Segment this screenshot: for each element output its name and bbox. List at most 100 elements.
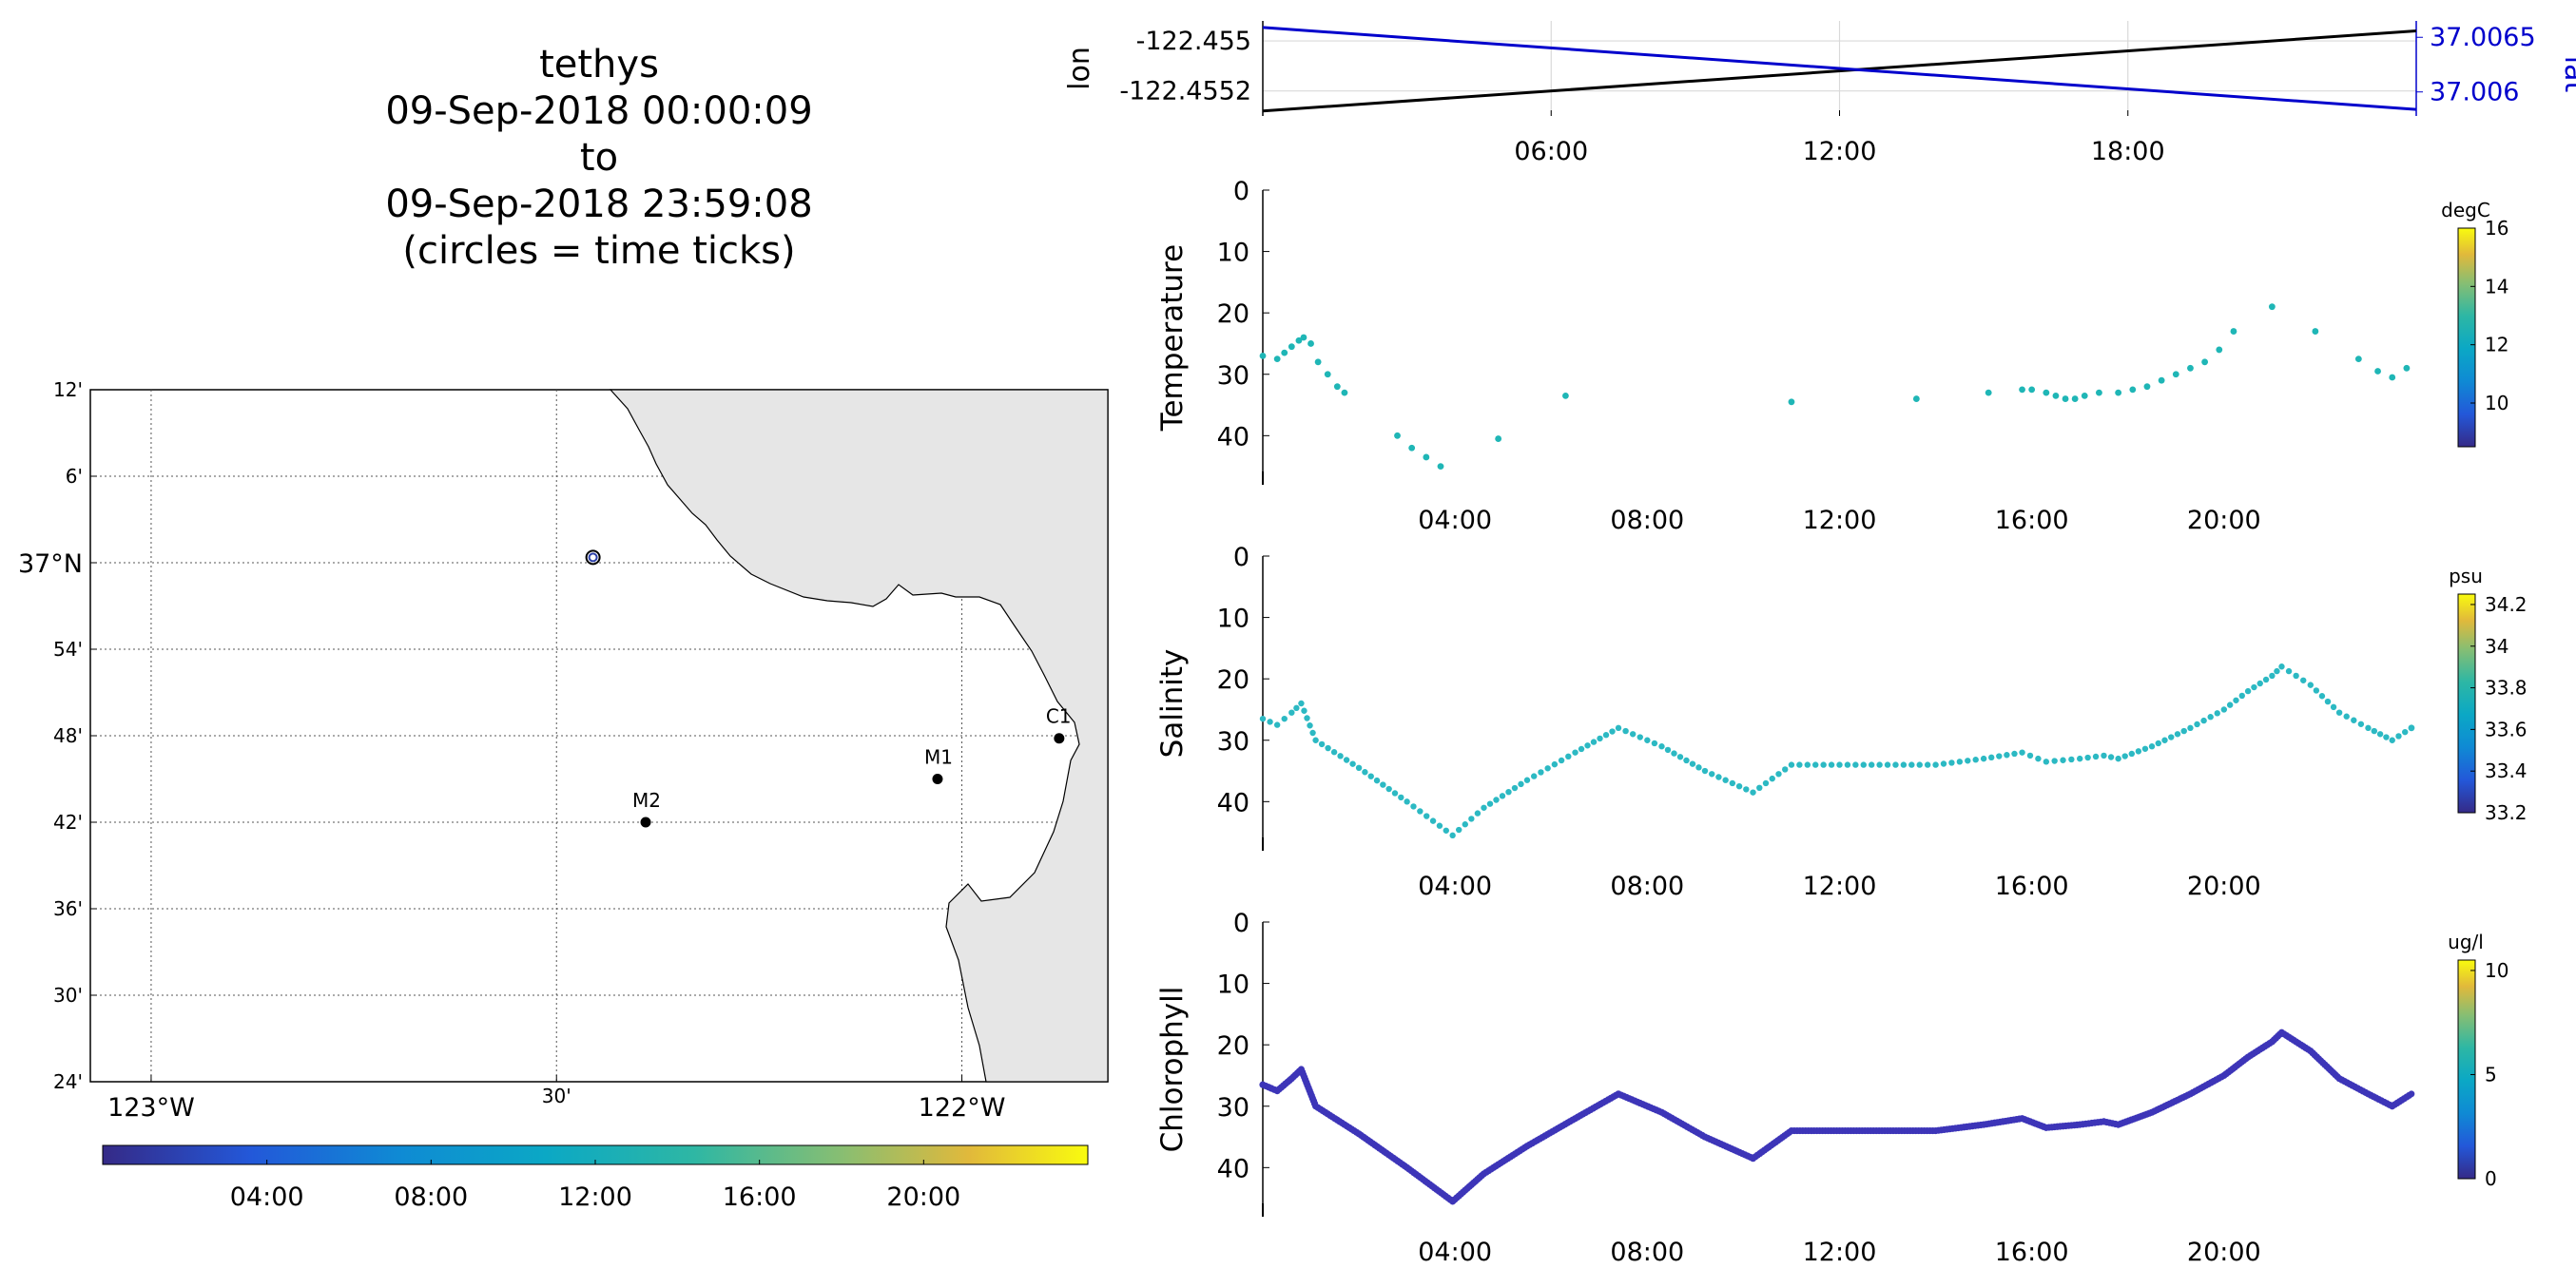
lonlat-ylabel: lon bbox=[1063, 47, 1096, 90]
temperature-point bbox=[2158, 376, 2165, 384]
salinity-point bbox=[1398, 794, 1404, 801]
salinity-point bbox=[1644, 737, 1651, 743]
salinity-colorbar bbox=[2457, 593, 2476, 814]
salinity-point bbox=[1844, 761, 1851, 768]
salinity-point bbox=[1293, 704, 1300, 712]
salinity-point bbox=[1900, 761, 1908, 768]
temperature-point bbox=[2129, 386, 2137, 394]
salinity-point bbox=[1551, 760, 1559, 768]
temperature-x-tick-label-08-00: 08:00 bbox=[1610, 506, 1684, 535]
chlorophyll-x-tick-label-04-00: 04:00 bbox=[1418, 1238, 1492, 1267]
temperature-point bbox=[2071, 395, 2079, 402]
salinity-point bbox=[1609, 728, 1616, 735]
salinity-point bbox=[1511, 784, 1519, 792]
salinity-point bbox=[1558, 757, 1565, 764]
chlorophyll-colorbar-label-5: 5 bbox=[2485, 1063, 2497, 1086]
salinity-point bbox=[2141, 745, 2149, 752]
salinity-point bbox=[1908, 761, 1915, 768]
temperature-point bbox=[2354, 356, 2362, 363]
salinity-x-tick-label-20-00: 20:00 bbox=[2187, 872, 2261, 901]
salinity-point bbox=[1481, 804, 1487, 811]
salinity-point bbox=[1637, 734, 1643, 740]
temperature-point bbox=[2081, 392, 2088, 399]
salinity-point bbox=[2274, 667, 2280, 675]
chlorophyll-colorbar bbox=[2457, 959, 2476, 1180]
salinity-point bbox=[1380, 781, 1386, 788]
temperature-point bbox=[1788, 398, 1795, 406]
salinity-point bbox=[1486, 800, 1494, 807]
salinity-point bbox=[1965, 758, 1971, 764]
chlorophyll-data-points bbox=[1259, 1028, 2415, 1205]
temperature-point bbox=[2062, 395, 2069, 402]
temperature-y-tick-label-20: 20 bbox=[1217, 299, 1249, 329]
salinity-point bbox=[1956, 759, 1964, 765]
salinity-point bbox=[1658, 743, 1665, 750]
salinity-point bbox=[1988, 754, 1995, 761]
salinity-point bbox=[1804, 761, 1811, 768]
figure-title: tethys 09-Sep-2018 00:00:09 to 09-Sep-20… bbox=[314, 42, 884, 275]
chlorophyll-colorbar-label-0: 0 bbox=[2485, 1167, 2497, 1190]
salinity-point bbox=[1362, 769, 1368, 776]
map-lat-label-37-n: 37°N bbox=[18, 549, 83, 579]
salinity-point bbox=[1709, 771, 1715, 778]
salinity-data-points bbox=[1259, 663, 2415, 839]
temperature-x-tick-label-12-00: 12:00 bbox=[1803, 506, 1877, 535]
salinity-point bbox=[2285, 667, 2293, 675]
temperature-point bbox=[1333, 383, 1341, 391]
salinity-colorbar-label-34-2: 34.2 bbox=[2485, 593, 2528, 616]
temperature-colorbar-label-12: 12 bbox=[2485, 334, 2508, 356]
temperature-point bbox=[2096, 389, 2102, 396]
temperature-x-tick-label-20-00: 20:00 bbox=[2187, 506, 2261, 535]
salinity-point bbox=[1695, 764, 1702, 771]
salinity-point bbox=[1298, 700, 1305, 707]
salinity-point bbox=[1683, 757, 1690, 764]
salinity-point bbox=[2148, 743, 2156, 750]
salinity-point bbox=[1788, 761, 1795, 768]
salinity-point bbox=[2251, 683, 2257, 691]
chlorophyll-y-tick-label-10: 10 bbox=[1217, 971, 1249, 1000]
salinity-point bbox=[1373, 777, 1381, 784]
salinity-point bbox=[1972, 757, 1979, 763]
temperature-point bbox=[1495, 435, 1502, 442]
salinity-point bbox=[2330, 703, 2337, 711]
temperature-point bbox=[2268, 303, 2276, 311]
salinity-point bbox=[1518, 780, 1524, 788]
temperature-point bbox=[1259, 352, 1267, 359]
station-marker-m1 bbox=[932, 774, 943, 784]
lonlat-x-tick-label-06-00: 06:00 bbox=[1514, 137, 1588, 166]
salinity-point bbox=[1701, 767, 1709, 775]
temperature-x-tick-label-04-00: 04:00 bbox=[1418, 506, 1492, 535]
salinity-point bbox=[1462, 821, 1468, 828]
map-land bbox=[609, 389, 1109, 1083]
salinity-point bbox=[1404, 798, 1410, 805]
salinity-point bbox=[2233, 697, 2239, 703]
salinity-point bbox=[2092, 753, 2100, 760]
salinity-colorbar-label-33-8: 33.8 bbox=[2485, 677, 2528, 700]
salinity-point bbox=[2226, 702, 2234, 708]
temperature-point bbox=[1324, 371, 1331, 378]
temperature-point bbox=[1314, 358, 1322, 366]
lonlat-y-tick-label-122-455: -122.455 bbox=[1136, 27, 1251, 56]
temperature-point bbox=[2172, 371, 2179, 378]
salinity-point bbox=[1355, 764, 1363, 772]
salinity-point bbox=[2238, 692, 2245, 700]
salinity-point bbox=[1629, 731, 1637, 738]
salinity-point bbox=[1337, 753, 1344, 759]
title-line-start: 09-Sep-2018 00:00:09 bbox=[385, 89, 813, 133]
salinity-point bbox=[1812, 761, 1819, 768]
map-stations: C1 M1 M2 bbox=[632, 705, 1072, 828]
title-line-to: to bbox=[579, 136, 619, 180]
salinity-point bbox=[1676, 754, 1684, 760]
salinity-point bbox=[1417, 808, 1424, 815]
salinity-point bbox=[2200, 717, 2207, 724]
salinity-point bbox=[1391, 790, 1399, 797]
salinity-point bbox=[1530, 773, 1538, 779]
time-colorbar-label-16-00: 16:00 bbox=[723, 1182, 797, 1212]
salinity-point bbox=[1932, 761, 1939, 768]
salinity-point bbox=[2313, 687, 2320, 694]
temperature-y-tick-label-30: 30 bbox=[1217, 361, 1249, 391]
salinity-point bbox=[1892, 761, 1899, 768]
salinity-x-tick-label-04-00: 04:00 bbox=[1418, 872, 1492, 901]
salinity-point bbox=[1267, 719, 1273, 725]
salinity-point bbox=[1505, 788, 1512, 796]
